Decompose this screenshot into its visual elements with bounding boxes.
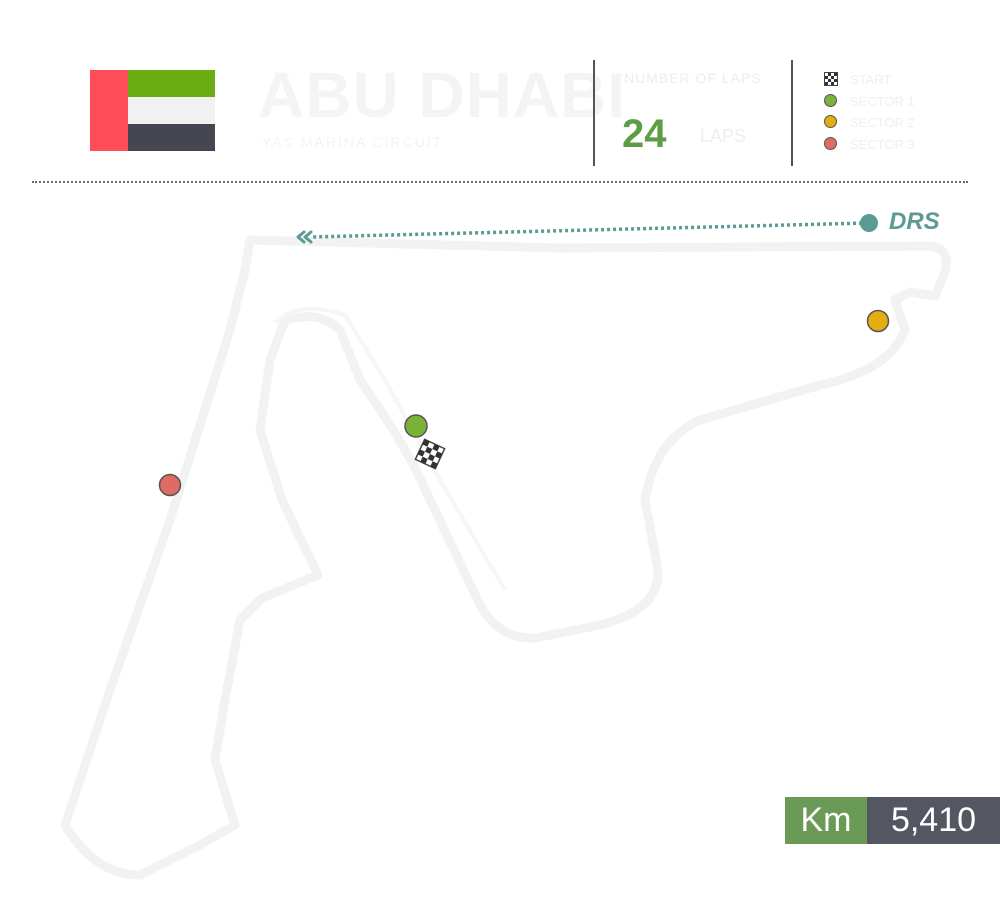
laps-unit: LAPS <box>700 126 747 146</box>
yellow-dot-icon <box>824 115 837 128</box>
drs-label: DRS <box>889 208 940 235</box>
header-divider-2 <box>791 60 793 166</box>
flag-band-green <box>128 70 215 97</box>
laps-value: 24 <box>622 112 667 156</box>
length-unit: Km <box>785 797 867 844</box>
checkered-flag-icon <box>824 72 838 86</box>
sector-1-marker <box>404 414 428 438</box>
start-flag-marker <box>414 438 446 470</box>
legend-label: START <box>850 72 892 87</box>
flag-hoist <box>90 70 128 151</box>
legend-item-start: START <box>824 72 944 90</box>
sector-3-marker <box>158 473 182 497</box>
drs-zone-line <box>310 221 869 239</box>
legend-label: SECTOR 3 <box>850 137 915 152</box>
green-dot-icon <box>824 94 837 107</box>
legend-item-sector-2: SECTOR 2 <box>824 115 944 133</box>
legend-item-sector-1: SECTOR 1 <box>824 94 944 112</box>
legend-label: SECTOR 2 <box>850 115 915 130</box>
laps-label: NUMBER OF LAPS <box>624 70 762 86</box>
red-dot-icon <box>824 137 837 150</box>
drs-direction-icon <box>296 230 313 244</box>
legend-item-sector-3: SECTOR 3 <box>824 137 944 155</box>
flag-band-white <box>128 97 215 124</box>
header-separator <box>32 181 968 183</box>
drs-start-dot <box>860 214 878 232</box>
sector-2-marker <box>866 309 890 333</box>
circuit-title: ABU DHABI <box>258 59 627 131</box>
track-inner-line <box>273 306 507 592</box>
circuit-subtitle: YAS MARINA CIRCUIT <box>262 134 444 150</box>
flag-band-black <box>128 124 215 151</box>
length-value: 5,410 <box>867 797 1000 844</box>
legend-label: SECTOR 1 <box>850 94 915 109</box>
track-outline <box>60 235 951 880</box>
header-divider-1 <box>593 60 595 166</box>
uae-flag <box>90 70 215 151</box>
